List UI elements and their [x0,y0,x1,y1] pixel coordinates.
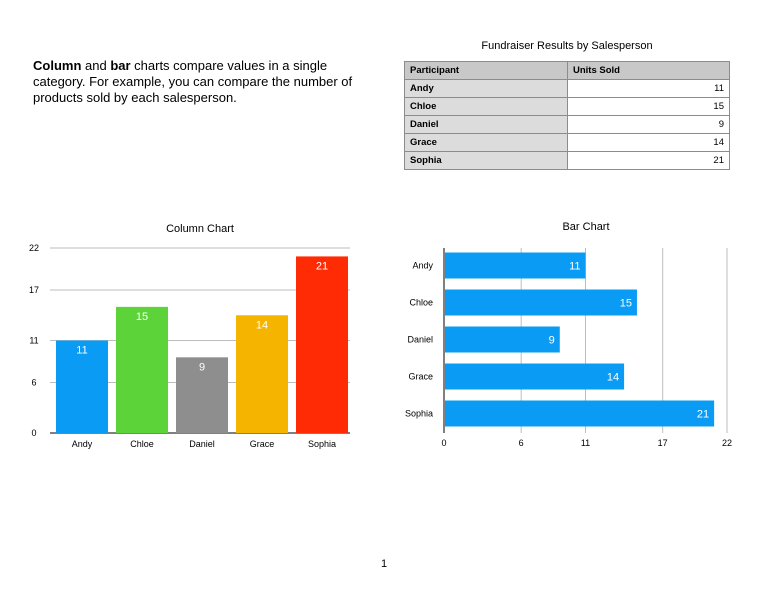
column-data-label: 11 [76,345,87,357]
cell-participant: Grace [404,133,568,152]
x-tick-label: 22 [722,438,732,448]
column-bar [116,306,168,433]
y-tick-label: 0 [31,428,36,438]
column-bar [176,357,228,433]
bar-chart-title: Bar Chart [562,221,610,233]
x-tick-label: 6 [519,438,524,448]
column-bar [56,340,108,433]
column-data-label: 21 [316,260,328,272]
intro-bold-column: Column [33,58,82,73]
fundraiser-table: Participant Units Sold Andy 11 Chloe 15 … [404,61,730,170]
header-units-sold: Units Sold [567,61,730,80]
page-number: 1 [380,558,388,570]
cell-participant: Andy [404,79,568,98]
cell-units: 15 [567,97,730,116]
table-header-row: Participant Units Sold [404,61,730,80]
y-tick-label: Andy [412,261,433,271]
intro-bold-bar: bar [110,58,131,73]
y-tick-label: Sophia [405,409,433,419]
column-bar [296,256,348,433]
cell-units: 21 [567,151,730,170]
table-row: Sophia 21 [404,151,730,170]
intro-text-1: and [81,58,111,73]
bar-data-label: 15 [620,298,632,310]
horizontal-bar [445,326,560,353]
table-row: Chloe 15 [404,97,730,116]
x-tick-label: Chloe [130,439,154,449]
cell-participant: Sophia [404,151,568,170]
horizontal-bar [445,289,637,316]
table-row: Grace 14 [404,133,730,152]
x-tick-label: Sophia [308,439,336,449]
table-title: Fundraiser Results by Salesperson [481,40,653,52]
bar-data-label: 21 [697,409,709,421]
header-participant: Participant [404,61,568,80]
table-row: Andy 11 [404,79,730,98]
x-tick-label: Daniel [189,439,215,449]
y-tick-label: 6 [31,378,36,388]
column-bar [236,315,288,433]
cell-units: 14 [567,133,730,152]
cell-participant: Chloe [404,97,568,116]
horizontal-bar [445,363,625,390]
bar-data-label: 11 [569,261,580,273]
y-tick-label: 22 [29,243,39,253]
table-row: Daniel 9 [404,115,730,134]
y-tick-label: Daniel [407,335,433,345]
x-tick-label: 17 [658,438,668,448]
cell-participant: Daniel [404,115,568,134]
bar-data-label: 14 [607,372,619,384]
y-tick-label: 11 [29,336,38,346]
x-tick-label: 0 [441,438,446,448]
x-tick-label: Grace [250,439,275,449]
x-tick-label: Andy [72,439,93,449]
y-tick-label: Chloe [409,298,433,308]
y-tick-label: 17 [29,285,39,295]
intro-paragraph: Column and bar charts compare values in … [33,58,373,106]
horizontal-bar [445,400,715,427]
column-data-label: 14 [256,319,268,331]
horizontal-bar [445,252,586,279]
bar-data-label: 9 [549,335,555,347]
intro-text-2: charts compare values in a single catego… [33,58,353,105]
column-data-label: 15 [136,311,148,323]
cell-units: 11 [567,79,730,98]
column-data-label: 9 [199,361,205,373]
y-tick-label: Grace [408,372,433,382]
x-tick-label: 11 [581,438,590,448]
column-chart-title: Column Chart [166,223,234,235]
